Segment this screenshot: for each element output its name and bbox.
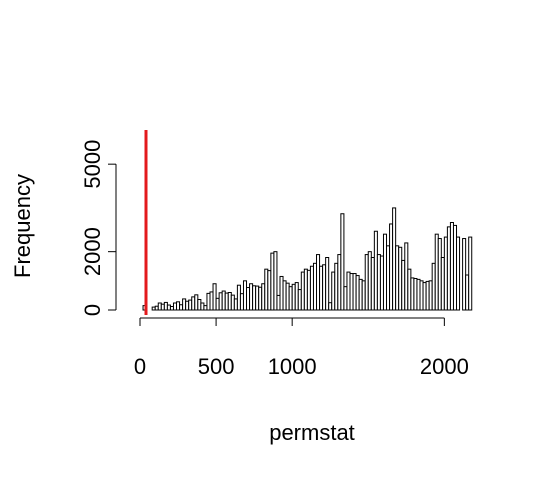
x-axis-ticks: 0 500 1000 2000 xyxy=(134,318,469,379)
x-tick-label: 500 xyxy=(198,354,235,379)
y-tick-label: 0 xyxy=(80,304,105,316)
y-axis-label: Frequency xyxy=(10,174,35,278)
x-tick-label: 2000 xyxy=(420,354,469,379)
x-tick-label: 1000 xyxy=(268,354,317,379)
histogram-bar xyxy=(468,236,473,311)
histogram-bar xyxy=(340,213,345,311)
x-axis-label: permstat xyxy=(269,420,355,445)
x-tick-label: 0 xyxy=(134,354,146,379)
y-axis-ticks: 0 2000 5000 xyxy=(80,140,116,316)
y-tick-label: 2000 xyxy=(80,227,105,276)
histogram-bar xyxy=(456,236,461,311)
histogram-bar xyxy=(462,238,467,311)
y-tick-label: 5000 xyxy=(80,140,105,189)
histogram-bar xyxy=(325,257,330,311)
histogram-bar xyxy=(273,251,278,311)
histogram-bar xyxy=(212,283,217,311)
histogram-bars xyxy=(142,207,473,311)
